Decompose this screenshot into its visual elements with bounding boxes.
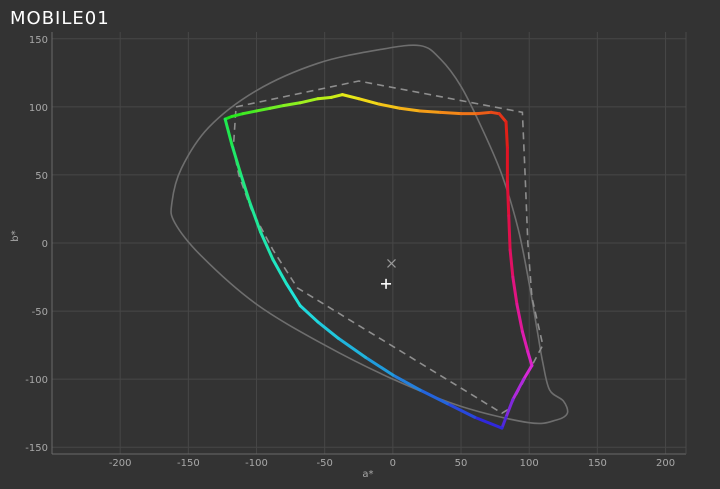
x-axis-label: a*	[362, 469, 373, 480]
x-tick-label: 50	[455, 458, 468, 469]
measured-gamut-segment	[230, 143, 242, 174]
measured-gamut-segment	[298, 97, 320, 105]
x-tick-label: 200	[656, 458, 675, 469]
y-tick-label: 150	[29, 35, 48, 46]
measured-gamut-segment	[340, 93, 361, 101]
x-tick-label: -200	[109, 458, 132, 469]
measured-gamut-segment	[418, 109, 443, 114]
measured-gamut-segment	[298, 304, 320, 324]
markers	[381, 258, 396, 289]
x-tick-label: 0	[390, 458, 396, 469]
measured-gamut-segment	[285, 282, 302, 308]
measured-gamut-segment	[511, 377, 526, 402]
measured-gamut-segment	[418, 388, 449, 406]
measured-gamut-segment	[248, 200, 263, 234]
measured-gamut-segment	[504, 398, 515, 419]
measured-gamut-segment	[508, 248, 515, 279]
measured-gamut-segment	[271, 257, 289, 286]
y-tick-label: -150	[25, 443, 48, 454]
measured-gamut-segment	[520, 329, 530, 354]
measured-gamut-segment	[515, 302, 524, 333]
measured-gamut-segment	[511, 275, 519, 306]
axes	[51, 32, 687, 455]
x-tick-labels: -200 -150 -100 -50 0 50 100 150 200	[109, 458, 675, 469]
series	[170, 44, 569, 430]
measured-gamut-segment	[316, 320, 340, 340]
measured-gamut-segment	[398, 106, 422, 113]
x-tick-label: 150	[588, 458, 607, 469]
measured-gamut-segment	[522, 364, 534, 381]
target-white-point-marker	[387, 258, 396, 268]
x-tick-label: 100	[520, 458, 539, 469]
x-tick-label: -150	[177, 458, 200, 469]
y-tick-label: 0	[42, 239, 48, 250]
y-axis-label: b*	[10, 230, 21, 241]
measured-gamut-segment	[223, 117, 234, 147]
measured-gamut-segment	[336, 336, 368, 359]
measured-white-point-marker	[381, 278, 392, 289]
measured-gamut-segment	[364, 355, 395, 377]
measured-gamut-segment	[241, 109, 259, 116]
measured-gamut-segment	[475, 110, 493, 116]
measured-gamut-segment	[504, 120, 509, 150]
measured-gamut-segment	[316, 95, 334, 101]
y-tick-labels: -150 -100 -50 0 50 100 150	[25, 35, 48, 454]
measured-gamut-segment	[255, 106, 272, 113]
watermark-logo: MOBILE01	[10, 8, 110, 29]
measured-gamut-segment	[526, 350, 534, 368]
reference-gamut-dashed	[232, 80, 544, 415]
measured-gamut-segment	[377, 102, 402, 110]
measured-gamut-segment	[238, 170, 252, 204]
measured-gamut-segment	[259, 230, 275, 261]
measured-gamut-segment	[268, 104, 286, 110]
y-tick-label: 100	[29, 103, 48, 114]
x-marker-stroke	[387, 258, 396, 268]
measured-gamut-segment	[445, 402, 477, 419]
measured-gamut-segment	[505, 180, 511, 218]
watermark-text: MOBILE01	[10, 8, 110, 29]
measured-gamut-segment	[282, 101, 302, 108]
measured-gamut-segment	[500, 415, 508, 430]
measured-gamut-segment	[357, 97, 381, 106]
grid	[52, 32, 686, 454]
y-tick-label: -100	[25, 375, 48, 386]
y-tick-label: -50	[32, 307, 48, 318]
measured-gamut-segment	[439, 110, 463, 116]
x-tick-label: -100	[245, 458, 268, 469]
measured-gamut-segment	[391, 373, 422, 392]
measured-gamut-segment	[507, 214, 512, 252]
measured-gamut-segment	[230, 112, 245, 118]
measured-gamut-segment	[497, 112, 508, 124]
measured-gamut-segment	[473, 415, 504, 430]
measured-gamut-segment	[330, 93, 344, 99]
x-tick-label: -50	[317, 458, 333, 469]
y-tick-label: 50	[35, 171, 48, 182]
